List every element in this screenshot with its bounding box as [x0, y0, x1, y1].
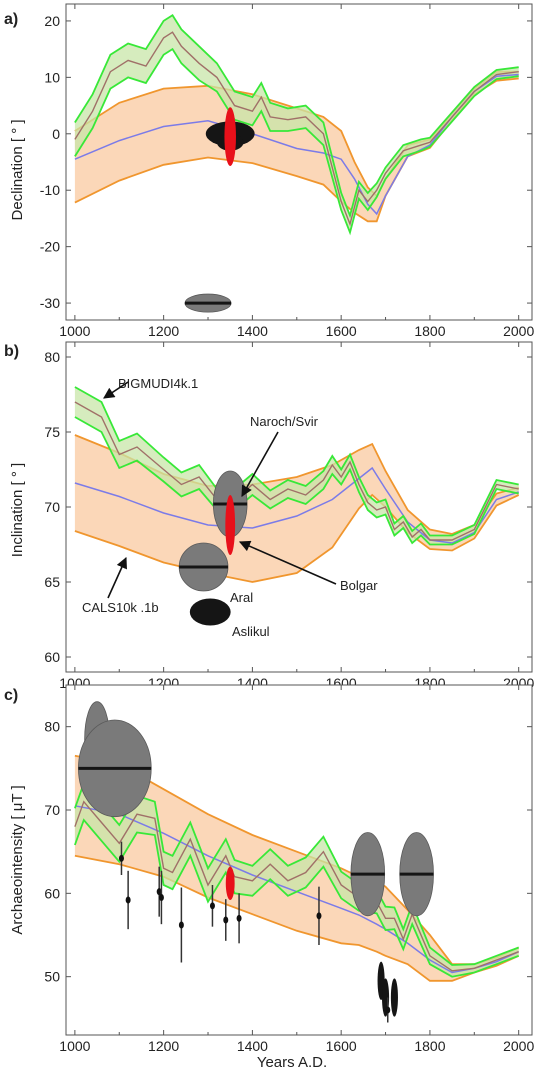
intensity-point [209, 902, 215, 910]
intensity-point [223, 916, 229, 924]
y-tick-label: 50 [44, 969, 60, 985]
bigmudi-upper-bound-line [74, 386, 519, 537]
bigmudi-lower-bound-line [74, 416, 519, 546]
x-tick-label: 1200 [148, 1038, 179, 1054]
bigmudi-label: BIGMUDI4k.1 [118, 376, 198, 391]
y-tick-label: 70 [44, 802, 60, 818]
intensity-point [125, 896, 131, 904]
x-tick-label: 1800 [414, 1038, 445, 1054]
x-axis-label: Years A.D. [257, 1054, 327, 1071]
y-tick-label: 65 [44, 574, 60, 590]
bolgar-arrow [238, 540, 337, 585]
y-axis-label-declination: Declination [ ° ] [9, 119, 26, 220]
intensity-point [158, 894, 164, 901]
y-tick-label: -10 [40, 182, 60, 198]
y-tick-label: 80 [44, 349, 60, 365]
cals-uncertainty-band [74, 71, 519, 222]
x-tick-label: 2000 [503, 323, 534, 339]
y-axis-label-archaeointensity: Archaeointensity [ μT ] [9, 785, 26, 934]
y-tick-label: 60 [44, 885, 60, 901]
record-ellipse-red [224, 107, 236, 166]
record-ellipse-red [225, 866, 235, 900]
bigmudi-mean-line [74, 31, 519, 227]
bolgar-label: Bolgar [340, 578, 378, 593]
bigmudi-lower-bound-line [74, 818, 520, 978]
bigmudi-lower-bound-line [74, 47, 519, 236]
cals-mean-line [74, 805, 520, 974]
panel-label-a: a) [4, 11, 18, 28]
panel-0-plot: 1000 1200 1400 1600 1800 2000 20 10 0 -10 -20 -30 [40, 3, 534, 339]
aral-label: Aral [230, 590, 253, 605]
plot-frame [65, 684, 533, 1036]
y-tick-label: 80 [44, 719, 60, 735]
intensity-point [118, 854, 124, 862]
arrow-layer [103, 381, 337, 599]
cals10k-label: CALS10k .1b [82, 600, 159, 615]
bigmudi-arrow [103, 381, 129, 399]
plot-layer: 1000 1200 1400 1600 1800 200020100-10-20-3010… [40, 3, 534, 1054]
cals-uncertainty-band [74, 435, 519, 582]
bigmudi-upper-bound-line [74, 781, 520, 966]
panel-2-plot: 1000 1200 1400 1600 1800 2000 80 70 60 50 [44, 684, 534, 1054]
y-tick-label: 20 [44, 13, 60, 29]
y-tick-label: 75 [44, 424, 60, 440]
bigmudi-uncertainty-band [74, 15, 519, 233]
intensity-point [385, 1006, 391, 1014]
panel-label-b: b) [4, 343, 19, 360]
x-tick-label: 1400 [237, 1038, 268, 1054]
plot-frame [65, 3, 533, 321]
panel-label-c: c) [4, 687, 18, 704]
naroch-svir-label: Naroch/Svir [250, 414, 319, 429]
x-tick-label: 1200 [148, 323, 179, 339]
intensity-point [178, 921, 184, 929]
y-tick-label: 70 [44, 499, 60, 515]
x-tick-label: 1600 [326, 1038, 357, 1054]
y-tick-label: -30 [40, 295, 60, 311]
record-ellipse-dark [189, 598, 231, 626]
x-tick-label: 2000 [503, 1038, 534, 1054]
y-tick-label: 0 [52, 126, 60, 142]
y-tick-label: -20 [40, 239, 60, 255]
x-tick-label: 1800 [414, 323, 445, 339]
bigmudi-mean-line [74, 800, 519, 972]
y-tick-label: 60 [44, 649, 60, 665]
intensity-point [236, 914, 242, 922]
naroch-arrow [241, 431, 279, 497]
y-tick-label: 10 [44, 69, 60, 85]
y-axis-label-inclination: Inclination [ ° ] [9, 463, 26, 557]
cals-lower-bound-line [74, 854, 520, 982]
record-ellipse-dark [390, 978, 398, 1017]
bigmudi-upper-bound-line [74, 14, 519, 219]
intensity-point [156, 888, 162, 896]
cals10k-arrow [107, 556, 127, 599]
intensity-point [316, 912, 322, 920]
x-tick-label: 1600 [326, 323, 357, 339]
bigmudi-mean-line [74, 401, 519, 541]
x-tick-label: 1000 [59, 1038, 90, 1054]
cals-mean-line [74, 466, 519, 544]
x-tick-label: 1400 [237, 323, 268, 339]
x-tick-label: 1000 [59, 323, 90, 339]
record-ellipse-red [225, 495, 236, 555]
aslikul-label: Aslikul [232, 624, 270, 639]
